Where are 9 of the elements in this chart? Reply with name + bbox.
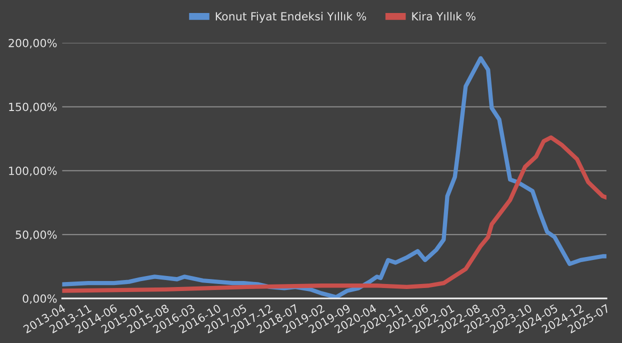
y-tick-label: 100,00% [9,166,57,176]
line-series [62,135,606,293]
y-tick-label: 50,00% [16,230,57,240]
legend-label: Konut Fiyat Endeksi Yıllık % [216,12,366,23]
line-series [62,56,606,298]
y-tick-label: 200,00% [8,38,57,48]
y-tick-label: 150,00% [9,102,57,112]
legend-label: Kira Yıllık % [412,12,476,20]
y-tick-label: 0,00% [22,294,57,304]
